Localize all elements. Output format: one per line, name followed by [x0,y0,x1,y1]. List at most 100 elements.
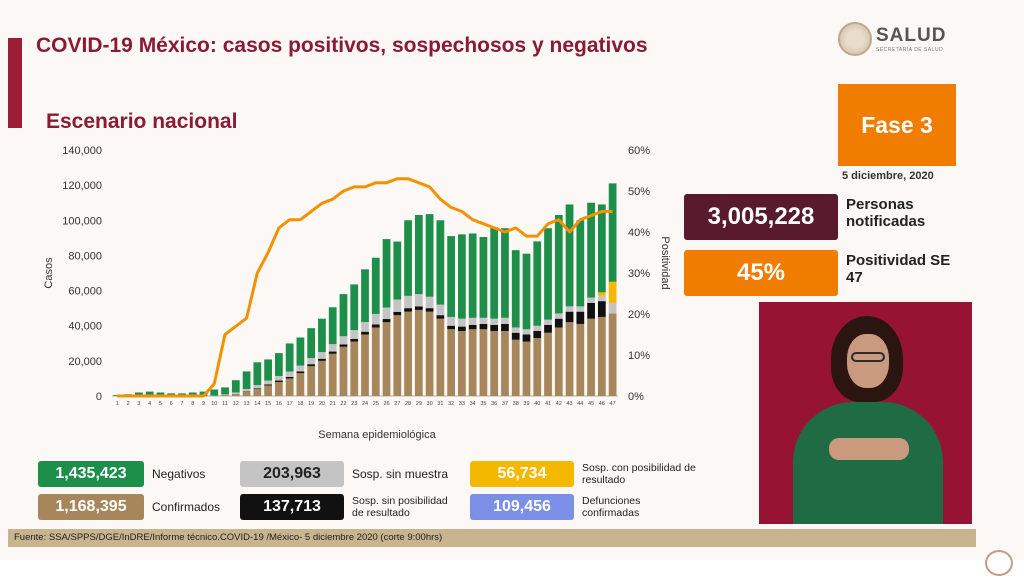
bar-segment [393,299,402,312]
legend-defunciones: 109,456 Defunciones confirmadas [470,494,672,520]
negativos-label: Negativos [152,466,206,481]
x-tick-label: 42 [556,401,562,407]
bar-segment [307,328,316,359]
bar-segment [318,358,326,361]
bar-segment [361,334,369,396]
source-note: Fuente: SSA/SPPS/DGE/InDRE/Informe técni… [8,529,976,547]
x-tick-label: 24 [362,401,368,407]
bar-segment [339,336,348,345]
bar-segment [501,317,509,324]
bar-segment [307,364,316,367]
sign-language-video [759,302,972,524]
bar-segment [188,392,197,396]
interpreter-hands [829,438,909,460]
bar-segment [468,317,477,325]
bar-segment [414,215,423,295]
bar-segment [296,371,305,374]
bar-segment [554,215,563,314]
logo-main-text: SALUD [876,25,947,46]
bar-segment [468,324,477,330]
y-tick-label: 100,000 [62,215,102,227]
bar-segment [554,318,563,328]
bar-segment [393,311,402,316]
bar-segment [361,269,369,323]
bar-segment [479,329,488,396]
bar-segment [490,330,499,396]
confirmados-label: Confirmados [152,499,221,514]
y-tick-label: 0 [96,391,102,403]
x-tick-label: 30 [427,401,433,407]
bar-segment [414,309,423,396]
bar-segment [210,389,219,396]
bar-segment [468,329,477,396]
bar-segment [554,313,563,319]
legend-sosp-sin-muestra: 203,963 Sosp. sin muestra [240,461,448,487]
bar-segment [597,295,606,302]
bar-segment [414,306,423,310]
bar-segment [393,315,402,396]
bar-segment [533,325,542,331]
x-tick-label: 19 [308,401,314,407]
y-tick-label: 20,000 [68,356,102,368]
bar-segment [231,393,240,396]
bar-segment [242,388,251,392]
bar-segment [587,297,595,303]
y2-tick-label: 20% [628,309,650,321]
bar-segment [145,391,154,396]
bar-segment [576,311,585,324]
bar-segment [608,183,617,282]
bar-segment [490,324,499,331]
chart-subtitle: Escenario nacional [46,110,238,133]
bar-segment [371,257,380,314]
x-tick-label: 31 [437,401,443,407]
bar-segment [318,318,326,353]
x-tick-label: 35 [480,401,486,407]
y2-tick-label: 10% [628,350,650,362]
bar-segment [135,392,143,396]
x-tick-label: 18 [297,401,303,407]
x-tick-label: 25 [373,401,379,407]
bar-segment [242,371,251,389]
positivity-label: Positividad SE 47 [846,252,951,286]
bar-segment [253,388,262,389]
bar-segment [350,330,359,339]
seal-icon [838,22,872,56]
bar-segment [231,392,240,394]
legend-sosp-sin-posibilidad: 137,713 Sosp. sin posibilidad de resulta… [240,494,462,520]
bar-segment [404,295,412,309]
x-tick-label: 2 [127,401,130,407]
bar-segment [264,359,272,381]
bar-segment [425,311,434,396]
bar-segment [447,236,456,317]
bar-segment [296,365,305,372]
y-tick-label: 40,000 [68,321,102,333]
x-tick-label: 8 [191,401,194,407]
bar-segment [436,304,445,316]
bar-segment [565,311,574,323]
bar-segment [597,316,606,396]
bar-segment [382,307,391,320]
bar-segment [253,362,262,386]
bar-segment [404,308,412,312]
x-tick-label: 36 [491,401,497,407]
bar-segment [231,380,240,393]
bar-segment [479,236,488,318]
x-tick-label: 1 [116,401,119,407]
bar-segment [425,308,434,312]
bar-segment [425,214,434,297]
legend-negativos: 1,435,423 Negativos [38,461,205,487]
bar-segment [307,366,316,396]
bar-segment [393,241,402,300]
bar-segment [425,296,434,309]
bar-segment [296,373,305,396]
bar-segment [371,327,380,396]
y-tick-label: 120,000 [62,180,102,192]
bar-segment [479,323,488,330]
sosp-sin-muestra-label: Sosp. sin muestra [352,466,449,481]
bar-segment [221,394,229,396]
bar-segment [328,351,337,354]
x-tick-label: 46 [599,401,605,407]
x-tick-label: 29 [416,401,422,407]
bar-segment [522,329,531,335]
bar-segment [544,319,552,325]
